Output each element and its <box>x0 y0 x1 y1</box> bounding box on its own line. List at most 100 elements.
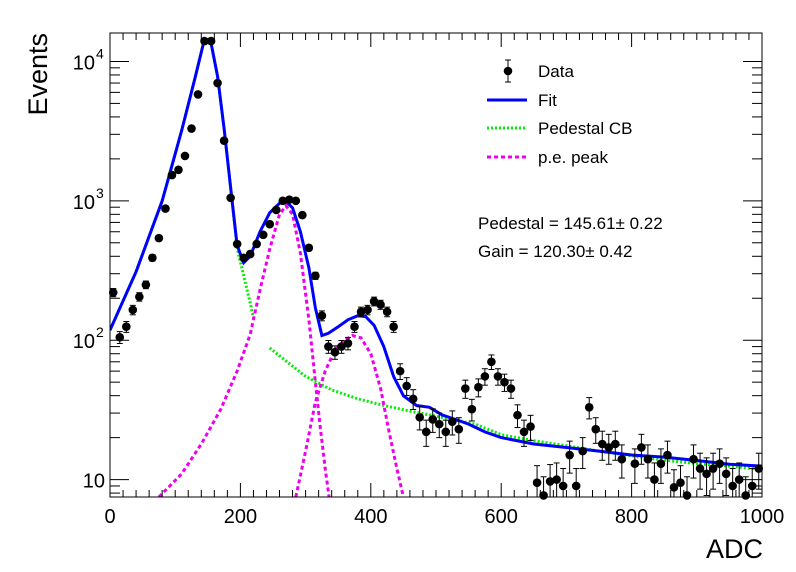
legend-item-data: Data <box>503 59 574 83</box>
data-point <box>461 379 470 399</box>
pe-peak-curve-0 <box>157 203 331 497</box>
data-point <box>519 419 529 447</box>
data-point <box>467 398 477 422</box>
data-point <box>167 170 177 180</box>
y-axis-label: Events <box>23 33 53 116</box>
data-point <box>161 204 170 213</box>
pe-peak-curve-1 <box>294 333 405 497</box>
data-point <box>513 404 522 429</box>
data-point <box>187 124 196 133</box>
data-point <box>135 292 144 302</box>
pedestal-cb-curve-1 <box>268 346 762 472</box>
data-point <box>428 408 438 433</box>
data-point <box>480 368 490 386</box>
data-point <box>591 417 601 444</box>
data-point <box>474 378 483 398</box>
data-point <box>487 354 496 371</box>
legend: Data Fit Pedestal CB p.e. peak <box>487 59 633 167</box>
data-point <box>115 331 125 344</box>
gain-annotation: Gain = 120.30± 0.42 <box>478 242 632 261</box>
data-point <box>337 340 346 354</box>
y-tick-label: 10 <box>73 52 95 74</box>
pedestal-annotation: Pedestal = 145.61± 0.22 <box>478 214 663 233</box>
data-point <box>350 321 359 333</box>
data-point <box>141 280 151 290</box>
data-point <box>232 239 242 249</box>
data-point <box>715 448 724 484</box>
data-point <box>421 419 431 447</box>
data-point <box>324 340 333 354</box>
x-tick-label: 600 <box>485 506 518 528</box>
data-point <box>500 373 509 392</box>
data-point <box>226 193 235 203</box>
data-point <box>330 345 340 360</box>
pedestal-cb-curve-0 <box>110 36 255 331</box>
data-point <box>389 321 398 333</box>
data-point <box>285 195 294 204</box>
data-point <box>708 452 718 490</box>
data-point <box>317 310 327 322</box>
data-point <box>448 410 457 436</box>
data-point <box>245 249 255 259</box>
y-tick-label: 10 <box>83 471 105 493</box>
x-axis-label: ADC <box>706 534 763 564</box>
x-tick-label: 200 <box>224 506 257 528</box>
data-point <box>219 136 229 146</box>
legend-label: Data <box>538 62 574 81</box>
y-tick-exponent: 3 <box>96 185 104 201</box>
x-axis: 0 200 400 600 800 1000 <box>104 33 784 528</box>
data-point <box>252 239 261 249</box>
data-point <box>454 417 464 444</box>
x-tick-label: 1000 <box>740 506 785 528</box>
data-point <box>213 78 222 88</box>
data-point <box>689 444 698 479</box>
data-point <box>311 271 320 281</box>
data-point <box>630 448 640 484</box>
legend-label: Pedestal CB <box>538 119 633 138</box>
data-point <box>239 253 248 263</box>
data-point <box>604 433 614 465</box>
data-point <box>376 299 385 310</box>
y-tick-label: 10 <box>73 331 95 353</box>
data-point <box>265 219 275 229</box>
data-point <box>122 321 131 333</box>
data-point <box>278 196 288 206</box>
data-point <box>578 437 587 470</box>
data-point <box>200 36 209 46</box>
data-point <box>539 476 548 500</box>
legend-item-pedestal-cb: Pedestal CB <box>487 119 633 138</box>
fit-curve <box>110 36 762 468</box>
curves-layer <box>110 36 762 497</box>
data-point <box>754 452 764 490</box>
y-tick-exponent: 4 <box>96 45 104 61</box>
legend-label: p.e. peak <box>538 148 608 167</box>
data-point <box>154 233 164 243</box>
data-point <box>356 306 366 318</box>
data-point <box>565 440 574 474</box>
data-point <box>343 336 353 351</box>
data-point <box>637 433 646 465</box>
data-point <box>258 230 268 240</box>
data-point <box>415 406 425 431</box>
data-points-layer <box>108 36 764 500</box>
data-point <box>526 414 535 441</box>
legend-item-p-e-peak: p.e. peak <box>487 148 608 167</box>
data-point <box>108 288 118 298</box>
data-point <box>206 36 216 46</box>
data-point <box>584 397 594 420</box>
data-point <box>271 205 281 215</box>
data-point <box>193 90 203 99</box>
legend-label: Fit <box>538 91 557 110</box>
data-point <box>174 165 183 175</box>
data-point <box>291 196 301 206</box>
data-point <box>695 452 705 490</box>
data-point <box>663 440 672 474</box>
data-point <box>617 444 627 479</box>
data-point <box>369 296 379 307</box>
legend-item-fit: Fit <box>487 91 557 110</box>
data-point <box>656 448 666 484</box>
data-point <box>382 306 392 318</box>
data-point <box>434 412 444 439</box>
x-tick-label: 400 <box>354 506 387 528</box>
